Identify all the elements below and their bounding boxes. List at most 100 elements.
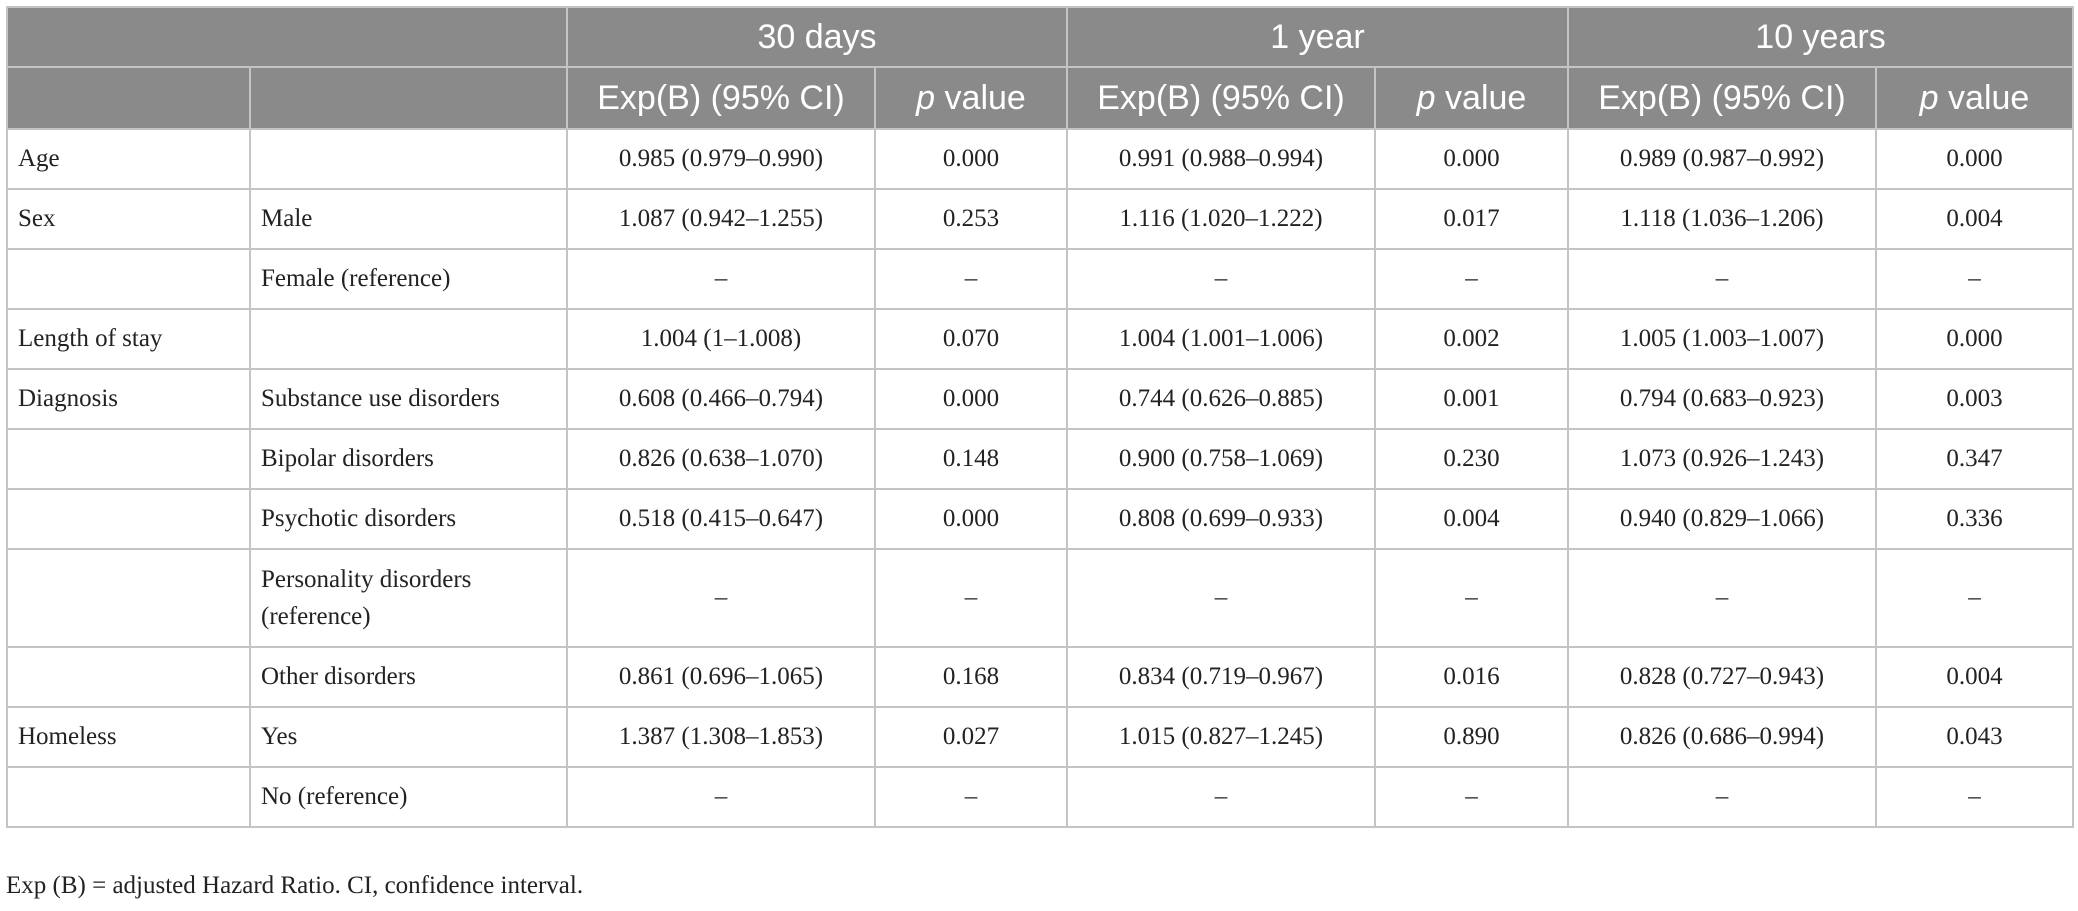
row-variable-cell: Length of stay	[6, 308, 251, 370]
table-row: No (reference) – – – – – –	[6, 766, 2074, 828]
cell-pvalue-10-years: 0.347	[1875, 428, 2074, 490]
row-variable-cell: Diagnosis	[6, 368, 251, 430]
cell-pvalue-1-year: –	[1374, 766, 1569, 828]
cell-pvalue-1-year: 0.017	[1374, 188, 1569, 250]
row-category-cell: Psychotic disorders	[249, 488, 568, 550]
cell-pvalue-1-year: –	[1374, 248, 1569, 310]
hazard-ratio-table: 30 days 1 year 10 years Exp(B) (95% CI) …	[6, 6, 2074, 828]
cell-pvalue-1-year: 0.016	[1374, 646, 1569, 708]
cell-expb-10-years: 0.826 (0.686–0.994)	[1567, 706, 1877, 768]
cell-expb-1-year: 0.834 (0.719–0.967)	[1066, 646, 1376, 708]
table-row: Length of stay 1.004 (1–1.008) 0.070 1.004 …	[6, 308, 2074, 370]
cell-pvalue-30-days: 0.000	[874, 128, 1068, 190]
cell-expb-1-year: 1.116 (1.020–1.222)	[1066, 188, 1376, 250]
cell-expb-1-year: 0.991 (0.988–0.994)	[1066, 128, 1376, 190]
cell-pvalue-10-years: 0.003	[1875, 368, 2074, 430]
cell-expb-30-days: –	[566, 766, 876, 828]
period-header-30-days: 30 days	[566, 6, 1068, 68]
cell-pvalue-1-year: 0.000	[1374, 128, 1569, 190]
header-blank-cell	[6, 6, 568, 68]
cell-pvalue-1-year: –	[1374, 548, 1569, 648]
table-row: Other disorders 0.861 (0.696–1.065) 0.168 0…	[6, 646, 2074, 708]
header-blank-cell	[249, 66, 568, 130]
p-value-word: value	[935, 78, 1026, 117]
cell-expb-30-days: 0.861 (0.696–1.065)	[566, 646, 876, 708]
table-body: Age 0.985 (0.979–0.990) 0.000 0.991 (0.988–…	[6, 128, 2074, 828]
cell-pvalue-10-years: 0.000	[1875, 128, 2074, 190]
col-header-expb-30-days: Exp(B) (95% CI)	[566, 66, 876, 130]
cell-pvalue-10-years: 0.004	[1875, 188, 2074, 250]
cell-expb-30-days: 0.518 (0.415–0.647)	[566, 488, 876, 550]
cell-expb-1-year: 1.015 (0.827–1.245)	[1066, 706, 1376, 768]
cell-expb-10-years: 0.989 (0.987–0.992)	[1567, 128, 1877, 190]
cell-expb-30-days: –	[566, 248, 876, 310]
cell-expb-1-year: –	[1066, 548, 1376, 648]
cell-pvalue-1-year: 0.001	[1374, 368, 1569, 430]
row-category-cell: Yes	[249, 706, 568, 768]
cell-expb-30-days: 1.087 (0.942–1.255)	[566, 188, 876, 250]
cell-pvalue-30-days: 0.070	[874, 308, 1068, 370]
col-header-expb-1-year: Exp(B) (95% CI)	[1066, 66, 1376, 130]
cell-expb-30-days: –	[566, 548, 876, 648]
cell-expb-30-days: 1.004 (1–1.008)	[566, 308, 876, 370]
cell-pvalue-30-days: –	[874, 248, 1068, 310]
row-category-cell	[249, 308, 568, 370]
row-variable-cell: Sex	[6, 188, 251, 250]
table-row: Bipolar disorders 0.826 (0.638–1.070) 0.14…	[6, 428, 2074, 490]
row-category-cell: Other disorders	[249, 646, 568, 708]
row-category-cell: Bipolar disorders	[249, 428, 568, 490]
cell-pvalue-10-years: 0.336	[1875, 488, 2074, 550]
cell-pvalue-10-years: –	[1875, 548, 2074, 648]
cell-expb-30-days: 0.608 (0.466–0.794)	[566, 368, 876, 430]
row-variable-cell	[6, 766, 251, 828]
period-header-row: 30 days 1 year 10 years	[6, 6, 2074, 68]
cell-expb-10-years: –	[1567, 766, 1877, 828]
cell-pvalue-10-years: –	[1875, 248, 2074, 310]
table-row: Homeless Yes 1.387 (1.308–1.853) 0.027 1.015…	[6, 706, 2074, 768]
row-variable-cell: Age	[6, 128, 251, 190]
results-table-container: 30 days 1 year 10 years Exp(B) (95% CI) …	[6, 6, 2074, 828]
table-row: Personality disorders (reference) – – – – – –	[6, 548, 2074, 648]
cell-pvalue-30-days: 0.148	[874, 428, 1068, 490]
cell-expb-1-year: 0.808 (0.699–0.933)	[1066, 488, 1376, 550]
table-row: Sex Male 1.087 (0.942–1.255) 0.253 1.116 (1.…	[6, 188, 2074, 250]
cell-pvalue-1-year: 0.890	[1374, 706, 1569, 768]
cell-pvalue-10-years: 0.043	[1875, 706, 2074, 768]
cell-expb-10-years: 1.118 (1.036–1.206)	[1567, 188, 1877, 250]
p-value-word: value	[1938, 78, 2030, 117]
table-row: Female (reference) – – – – – –	[6, 248, 2074, 310]
cell-pvalue-1-year: 0.002	[1374, 308, 1569, 370]
p-italic: p	[916, 78, 936, 117]
cell-pvalue-30-days: 0.253	[874, 188, 1068, 250]
row-variable-cell	[6, 548, 251, 648]
cell-expb-1-year: –	[1066, 248, 1376, 310]
cell-pvalue-30-days: 0.168	[874, 646, 1068, 708]
p-value-word: value	[1435, 78, 1527, 117]
row-variable-cell	[6, 646, 251, 708]
cell-expb-30-days: 0.826 (0.638–1.070)	[566, 428, 876, 490]
cell-expb-1-year: 0.900 (0.758–1.069)	[1066, 428, 1376, 490]
row-variable-cell	[6, 488, 251, 550]
cell-pvalue-30-days: 0.000	[874, 368, 1068, 430]
col-header-pvalue-10-years: p value	[1875, 66, 2074, 130]
cell-expb-10-years: 0.828 (0.727–0.943)	[1567, 646, 1877, 708]
cell-pvalue-1-year: 0.230	[1374, 428, 1569, 490]
col-header-pvalue-30-days: p value	[874, 66, 1068, 130]
header-blank-cell	[6, 66, 251, 130]
cell-pvalue-10-years: 0.000	[1875, 308, 2074, 370]
row-category-cell: No (reference)	[249, 766, 568, 828]
row-variable-cell	[6, 428, 251, 490]
cell-expb-10-years: 1.073 (0.926–1.243)	[1567, 428, 1877, 490]
row-category-cell: Personality disorders (reference)	[249, 548, 568, 648]
cell-expb-30-days: 0.985 (0.979–0.990)	[566, 128, 876, 190]
p-italic: p	[1416, 78, 1436, 117]
period-header-1-year: 1 year	[1066, 6, 1569, 68]
row-variable-cell: Homeless	[6, 706, 251, 768]
table-row: Psychotic disorders 0.518 (0.415–0.647) 0.…	[6, 488, 2074, 550]
p-italic: p	[1919, 78, 1939, 117]
row-category-cell: Substance use disorders	[249, 368, 568, 430]
cell-pvalue-30-days: –	[874, 766, 1068, 828]
column-header-row: Exp(B) (95% CI) p value Exp(B) (95% CI) …	[6, 66, 2074, 130]
row-variable-cell	[6, 248, 251, 310]
row-category-cell: Female (reference)	[249, 248, 568, 310]
